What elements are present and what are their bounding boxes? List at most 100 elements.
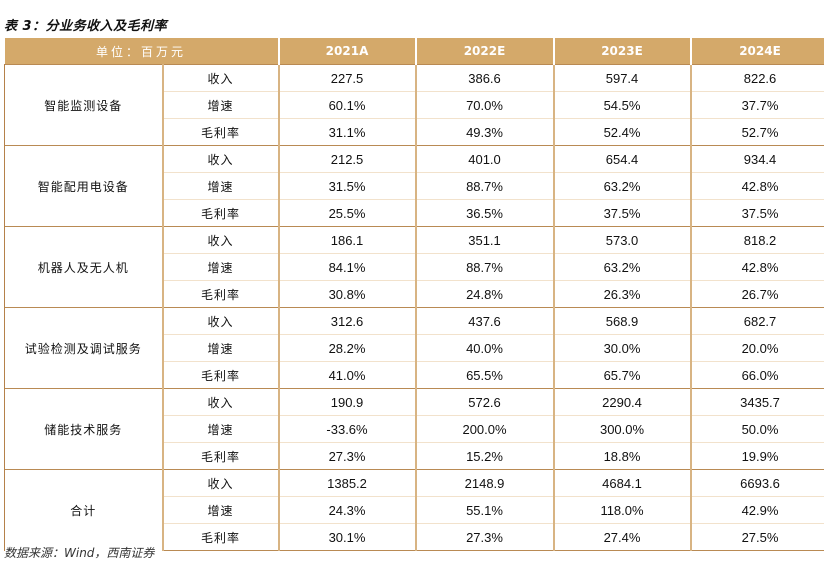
value-cell: 19.9% bbox=[691, 443, 824, 470]
value-cell: 118.0% bbox=[554, 497, 691, 524]
value-cell: 190.9 bbox=[279, 389, 416, 416]
value-cell: 52.4% bbox=[554, 119, 691, 146]
value-cell: 200.0% bbox=[416, 416, 554, 443]
value-cell: -33.6% bbox=[279, 416, 416, 443]
value-cell: 41.0% bbox=[279, 362, 416, 389]
value-cell: 54.5% bbox=[554, 92, 691, 119]
value-cell: 52.7% bbox=[691, 119, 824, 146]
value-cell: 63.2% bbox=[554, 254, 691, 281]
segment-name: 试验检测及调试服务 bbox=[5, 308, 163, 389]
segment-name: 智能配用电设备 bbox=[5, 146, 163, 227]
value-cell: 88.7% bbox=[416, 173, 554, 200]
value-cell: 682.7 bbox=[691, 308, 824, 335]
value-cell: 37.5% bbox=[691, 200, 824, 227]
value-cell: 27.3% bbox=[279, 443, 416, 470]
value-cell: 2148.9 bbox=[416, 470, 554, 497]
value-cell: 597.4 bbox=[554, 65, 691, 92]
metric-label: 增速 bbox=[163, 497, 279, 524]
value-cell: 60.1% bbox=[279, 92, 416, 119]
metric-label: 增速 bbox=[163, 335, 279, 362]
value-cell: 437.6 bbox=[416, 308, 554, 335]
value-cell: 36.5% bbox=[416, 200, 554, 227]
value-cell: 18.8% bbox=[554, 443, 691, 470]
value-cell: 4684.1 bbox=[554, 470, 691, 497]
value-cell: 37.5% bbox=[554, 200, 691, 227]
value-cell: 654.4 bbox=[554, 146, 691, 173]
value-cell: 84.1% bbox=[279, 254, 416, 281]
value-cell: 20.0% bbox=[691, 335, 824, 362]
value-cell: 30.8% bbox=[279, 281, 416, 308]
value-cell: 312.6 bbox=[279, 308, 416, 335]
value-cell: 1385.2 bbox=[279, 470, 416, 497]
metric-label: 毛利率 bbox=[163, 443, 279, 470]
value-cell: 88.7% bbox=[416, 254, 554, 281]
metric-label: 毛利率 bbox=[163, 524, 279, 551]
metric-label: 收入 bbox=[163, 146, 279, 173]
value-cell: 65.7% bbox=[554, 362, 691, 389]
segment-name: 机器人及无人机 bbox=[5, 227, 163, 308]
metric-label: 增速 bbox=[163, 416, 279, 443]
metric-label: 毛利率 bbox=[163, 200, 279, 227]
metric-label: 收入 bbox=[163, 227, 279, 254]
metric-label: 毛利率 bbox=[163, 281, 279, 308]
value-cell: 37.7% bbox=[691, 92, 824, 119]
value-cell: 186.1 bbox=[279, 227, 416, 254]
value-cell: 30.1% bbox=[279, 524, 416, 551]
value-cell: 573.0 bbox=[554, 227, 691, 254]
value-cell: 300.0% bbox=[554, 416, 691, 443]
metric-label: 毛利率 bbox=[163, 362, 279, 389]
value-cell: 227.5 bbox=[279, 65, 416, 92]
value-cell: 3435.7 bbox=[691, 389, 824, 416]
value-cell: 55.1% bbox=[416, 497, 554, 524]
metric-label: 毛利率 bbox=[163, 119, 279, 146]
value-cell: 818.2 bbox=[691, 227, 824, 254]
year-header: 2023E bbox=[554, 38, 691, 65]
value-cell: 42.8% bbox=[691, 173, 824, 200]
segment-name: 合计 bbox=[5, 470, 163, 551]
year-header: 2021A bbox=[279, 38, 416, 65]
value-cell: 822.6 bbox=[691, 65, 824, 92]
value-cell: 401.0 bbox=[416, 146, 554, 173]
value-cell: 30.0% bbox=[554, 335, 691, 362]
value-cell: 28.2% bbox=[279, 335, 416, 362]
value-cell: 568.9 bbox=[554, 308, 691, 335]
year-header: 2024E bbox=[691, 38, 824, 65]
value-cell: 66.0% bbox=[691, 362, 824, 389]
value-cell: 2290.4 bbox=[554, 389, 691, 416]
metric-label: 增速 bbox=[163, 173, 279, 200]
table-caption: 表 3：分业务收入及毛利率 bbox=[4, 15, 167, 34]
value-cell: 212.5 bbox=[279, 146, 416, 173]
value-cell: 934.4 bbox=[691, 146, 824, 173]
value-cell: 50.0% bbox=[691, 416, 824, 443]
segment-name: 储能技术服务 bbox=[5, 389, 163, 470]
value-cell: 31.5% bbox=[279, 173, 416, 200]
segment-name: 智能监测设备 bbox=[5, 65, 163, 146]
value-cell: 31.1% bbox=[279, 119, 416, 146]
value-cell: 351.1 bbox=[416, 227, 554, 254]
metric-label: 增速 bbox=[163, 254, 279, 281]
value-cell: 6693.6 bbox=[691, 470, 824, 497]
value-cell: 65.5% bbox=[416, 362, 554, 389]
value-cell: 25.5% bbox=[279, 200, 416, 227]
value-cell: 26.3% bbox=[554, 281, 691, 308]
value-cell: 63.2% bbox=[554, 173, 691, 200]
value-cell: 42.8% bbox=[691, 254, 824, 281]
metric-label: 收入 bbox=[163, 389, 279, 416]
value-cell: 24.3% bbox=[279, 497, 416, 524]
value-cell: 572.6 bbox=[416, 389, 554, 416]
table-header-row: 单位：百万元 2021A 2022E 2023E 2024E bbox=[5, 38, 824, 65]
metric-label: 收入 bbox=[163, 308, 279, 335]
unit-header: 单位：百万元 bbox=[5, 38, 279, 65]
year-header: 2022E bbox=[416, 38, 554, 65]
value-cell: 386.6 bbox=[416, 65, 554, 92]
source-note: 数据来源：Wind，西南证券 bbox=[4, 544, 154, 561]
value-cell: 15.2% bbox=[416, 443, 554, 470]
value-cell: 24.8% bbox=[416, 281, 554, 308]
value-cell: 40.0% bbox=[416, 335, 554, 362]
